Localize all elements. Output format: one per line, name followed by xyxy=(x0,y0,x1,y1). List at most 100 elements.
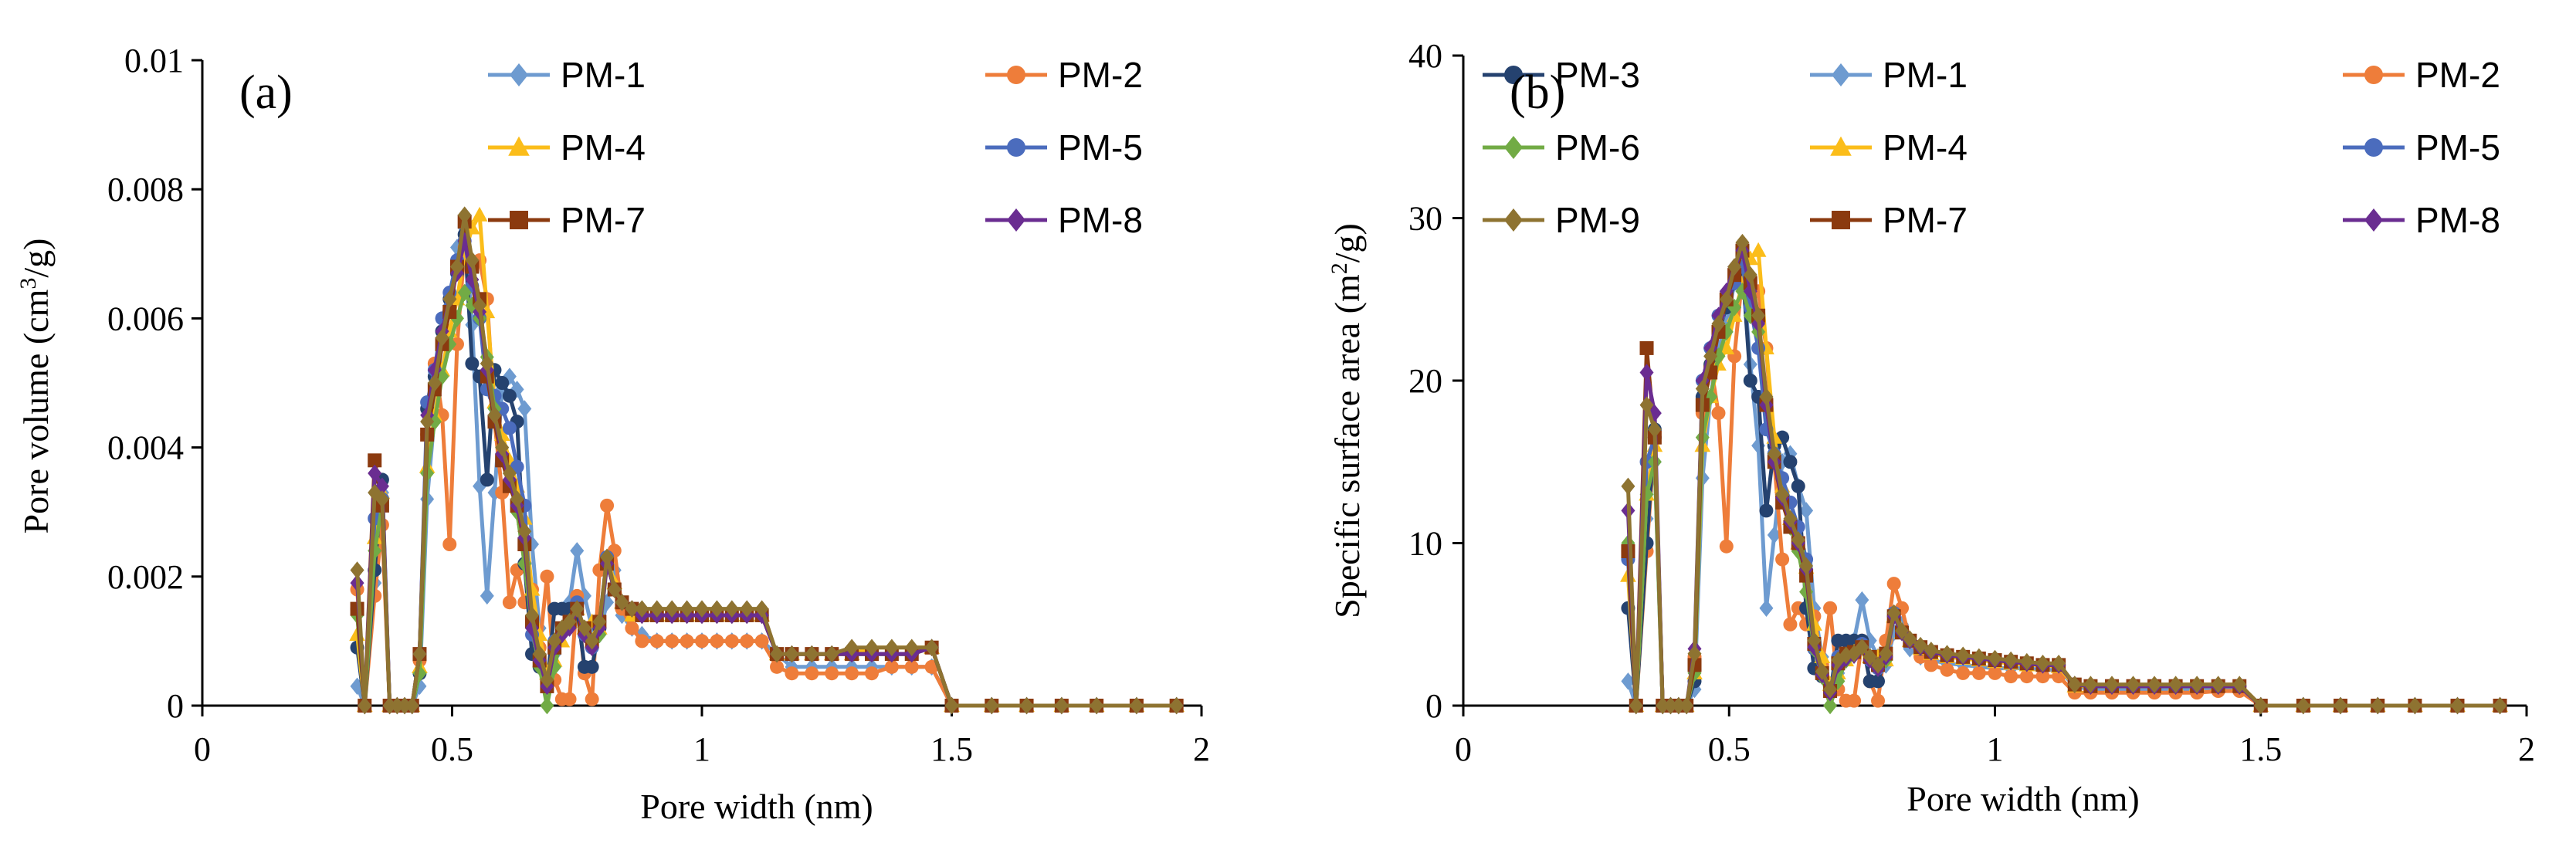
data-point-pm-9-a xyxy=(375,490,389,508)
data-point-pm-4-a xyxy=(471,206,488,222)
legend-marker-icon xyxy=(1504,66,1523,84)
legend-item-pm-7-b: PM-7 xyxy=(1810,200,1968,240)
data-point-pm-9-b xyxy=(2371,696,2385,715)
data-point-pm-9-b xyxy=(2493,696,2507,715)
data-point-pm-2-a xyxy=(442,537,457,551)
data-point-pm-9-a xyxy=(1054,696,1069,715)
x-tick-label-a: 0 xyxy=(194,730,211,768)
data-point-pm-9-a xyxy=(398,696,412,715)
data-point-pm-2-b xyxy=(2004,669,2018,684)
data-point-pm-3-a xyxy=(465,356,480,371)
legend-label: PM-1 xyxy=(561,55,646,95)
series-layer-a xyxy=(349,206,1185,715)
data-point-pm-9-a xyxy=(390,696,405,715)
data-point-pm-9-b xyxy=(1767,445,1781,462)
legend-label: PM-8 xyxy=(1058,200,1143,240)
data-point-pm-2-a xyxy=(864,666,879,681)
data-point-pm-9-a xyxy=(600,548,615,566)
data-point-pm-9-b xyxy=(1879,645,1893,662)
legend-label: PM-4 xyxy=(1883,127,1968,168)
legend-item-pm-2-a: PM-2 xyxy=(985,55,1143,95)
data-point-pm-1-b xyxy=(1799,502,1814,520)
data-point-pm-9-b xyxy=(1751,306,1766,325)
data-point-pm-9-b xyxy=(2067,676,2082,693)
data-point-pm-9-a xyxy=(884,638,899,657)
y-axis-label-a: Pore volume (cm3/g) xyxy=(15,239,56,534)
data-point-pm-9-a xyxy=(540,671,554,689)
data-point-pm-9-b xyxy=(1687,645,1702,662)
data-point-pm-9-b xyxy=(1656,696,1670,715)
data-point-pm-9-a xyxy=(442,290,457,308)
data-point-pm-3-a xyxy=(495,376,510,390)
legend-b: PM-1PM-2PM-3PM-4PM-5PM-6PM-7PM-8PM-9 xyxy=(1810,55,2500,240)
data-point-pm-1-b xyxy=(1759,599,1774,617)
data-point-pm-9-b xyxy=(2035,655,2050,672)
data-point-pm-9-a xyxy=(547,632,562,650)
data-point-pm-3-b xyxy=(1759,503,1774,518)
data-point-pm-2-b xyxy=(1940,662,1954,677)
data-point-pm-9-a xyxy=(517,523,532,540)
data-point-pm-9-b xyxy=(2004,651,2018,669)
data-point-pm-3-a xyxy=(480,472,494,487)
data-point-pm-9-b xyxy=(1743,266,1757,284)
data-point-pm-9-a xyxy=(924,638,939,657)
data-point-pm-2-b xyxy=(2019,669,2034,684)
data-point-pm-9-a xyxy=(577,619,591,637)
series-markers-pm-9-b xyxy=(1621,233,2507,715)
data-point-pm-9-a xyxy=(845,638,859,657)
data-point-pm-9-a xyxy=(427,374,442,392)
data-point-pm-9-b xyxy=(1735,233,1750,252)
data-point-pm-9-a xyxy=(487,406,502,425)
x-tick-label-b: 2 xyxy=(2518,730,2535,768)
legend-marker-icon xyxy=(1832,63,1850,86)
axes-a: 0 0.002 0.004 0.006 0.008 0.01 0 0.5 1 1.5 2 xyxy=(107,42,1210,768)
legend-label: PM-7 xyxy=(561,200,646,240)
data-point-pm-9-b xyxy=(1663,696,1678,715)
data-point-pm-2-a xyxy=(635,634,649,649)
data-point-pm-6-a xyxy=(540,696,554,715)
data-point-pm-9-a xyxy=(1169,696,1184,715)
data-point-pm-9-a xyxy=(904,638,919,657)
data-point-pm-9-b xyxy=(1711,315,1726,333)
data-point-pm-3-a xyxy=(585,659,599,674)
data-point-pm-9-a xyxy=(607,581,622,598)
data-point-pm-2-a xyxy=(540,569,554,584)
data-point-pm-9-b xyxy=(1871,656,1886,674)
legend-item-pm-6-a: PM-6 xyxy=(1483,127,1640,168)
legend-label: PM-6 xyxy=(1555,127,1640,168)
legend-label: PM-2 xyxy=(1058,55,1143,95)
data-point-pm-2-a xyxy=(649,634,664,649)
data-point-pm-9-b xyxy=(2126,676,2140,693)
data-point-pm-9-b xyxy=(1855,638,1869,656)
data-point-pm-8-a xyxy=(368,464,382,483)
series-layer-b xyxy=(1620,233,2508,715)
data-point-pm-2-b xyxy=(1719,539,1734,554)
legend-item-pm-1-a: PM-1 xyxy=(488,55,646,95)
data-point-pm-9-b xyxy=(1863,648,1877,666)
legend-label: PM-2 xyxy=(2415,55,2500,95)
legend-marker-icon xyxy=(510,63,528,86)
data-point-pm-9-a xyxy=(570,600,585,618)
data-point-pm-6-a xyxy=(457,283,472,302)
data-point-pm-9-b xyxy=(1807,632,1822,650)
data-point-pm-4-b xyxy=(1750,242,1767,257)
data-point-pm-9-a xyxy=(510,490,524,508)
data-point-pm-9-a xyxy=(1090,696,1104,715)
data-point-pm-9-b xyxy=(2450,696,2465,715)
data-point-pm-9-b xyxy=(1903,630,1917,648)
legend-label: PM-3 xyxy=(1555,55,1640,95)
data-point-pm-9-a xyxy=(740,600,754,618)
data-point-pm-9-b xyxy=(1823,680,1838,699)
legend-label: PM-5 xyxy=(2415,127,2500,168)
data-point-pm-2-b xyxy=(1775,552,1790,567)
data-point-pm-9-b xyxy=(1886,604,1901,622)
data-point-pm-9-b xyxy=(1629,696,1643,715)
data-point-pm-9-b xyxy=(1695,380,1710,398)
series-markers-pm-9-a xyxy=(350,206,1184,715)
data-point-pm-9-b xyxy=(1971,648,1986,666)
data-point-pm-2-a xyxy=(845,666,859,681)
data-point-pm-9-b xyxy=(2190,676,2205,693)
data-point-pm-9-b xyxy=(2052,655,2066,672)
data-point-pm-9-b xyxy=(1791,531,1805,549)
